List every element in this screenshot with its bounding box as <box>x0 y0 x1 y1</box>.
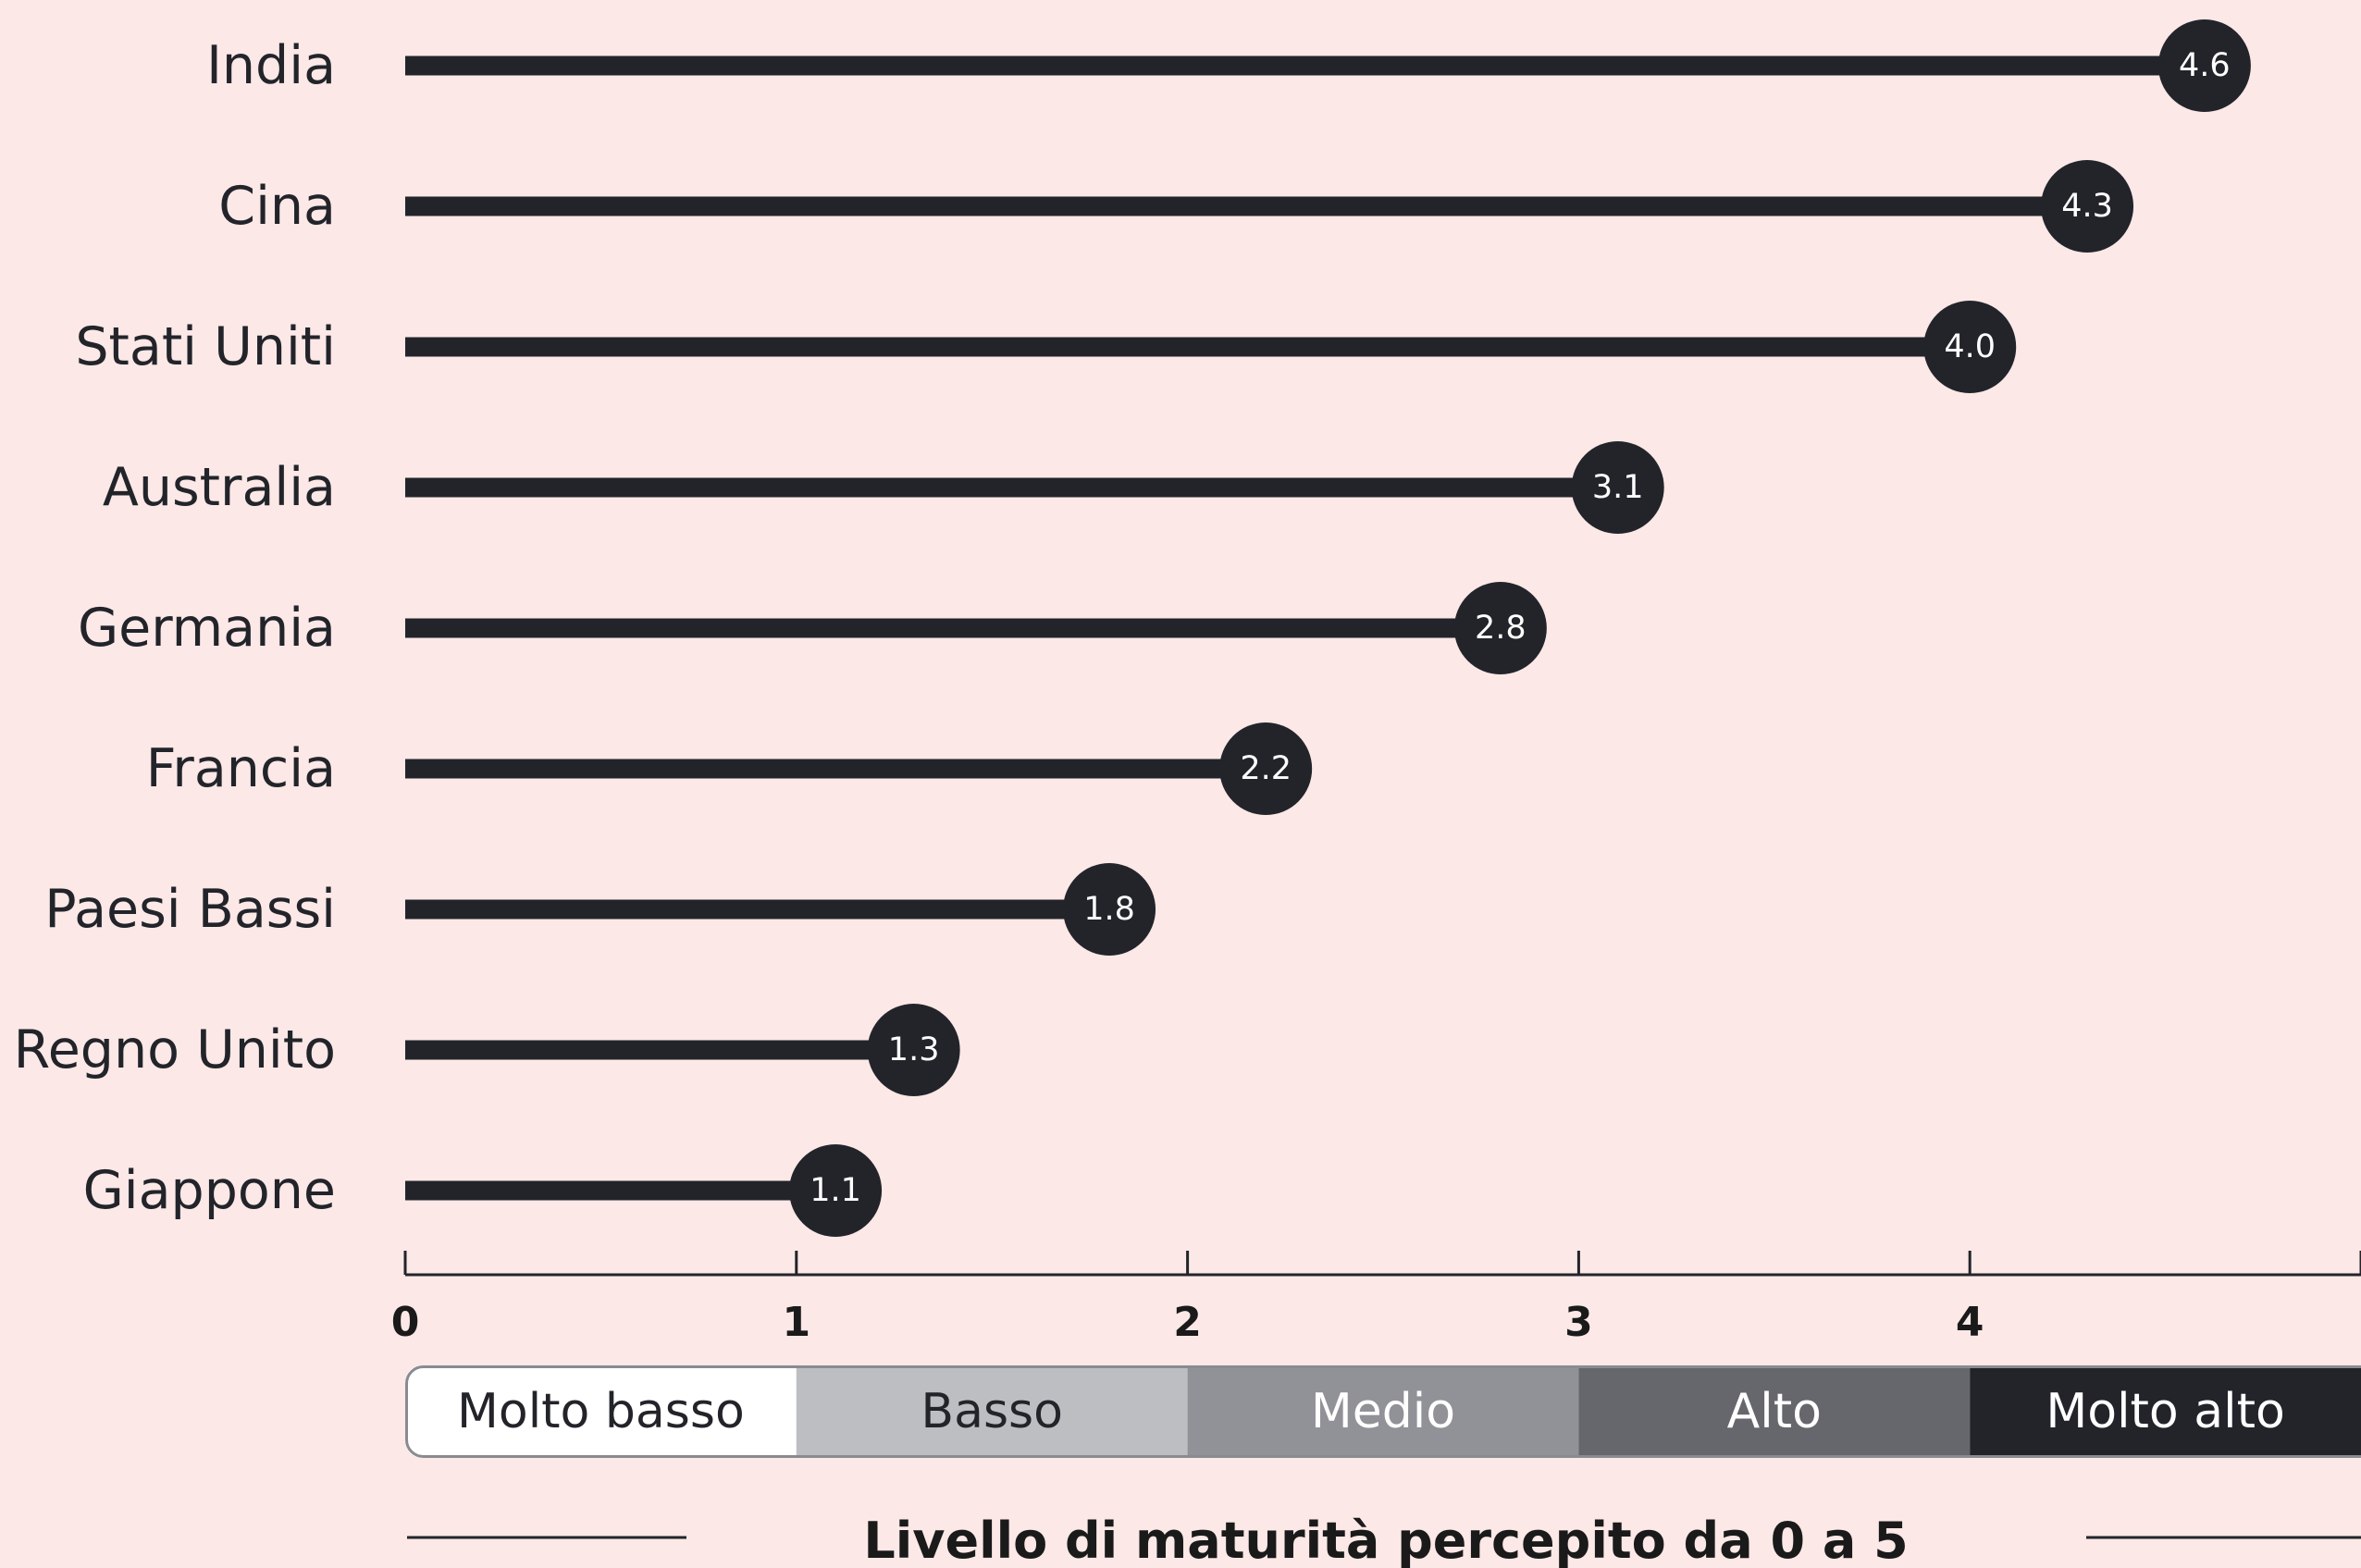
x-tick-label: 1 <box>782 1299 810 1346</box>
category-label: Cina <box>218 176 336 237</box>
lollipop-row: Giappone 1.1 <box>83 1144 883 1237</box>
x-tick-label: 0 <box>391 1299 420 1346</box>
value-label: 4.0 <box>1944 328 1996 365</box>
lollipop-stem <box>405 1180 836 1201</box>
scale-band <box>1578 1365 1971 1458</box>
maturity-scale-legend: Molto basso Basso Medio Alto Molto alto <box>405 1365 2361 1458</box>
lollipop-head <box>2157 19 2251 112</box>
category-label: Stati Uniti <box>75 316 336 377</box>
lollipop-head <box>1219 722 1313 815</box>
lollipop-row: Germania 2.8 <box>78 582 1547 674</box>
value-label: 4.6 <box>2179 47 2231 84</box>
value-label: 1.1 <box>810 1172 861 1209</box>
scale-band <box>1970 1365 2361 1458</box>
category-label: Germania <box>78 598 336 659</box>
lollipop-head <box>1923 301 2017 393</box>
x-axis-title: Livello di maturità percepito da 0 a 5 <box>863 1512 1908 1568</box>
value-label: 4.3 <box>2061 188 2113 225</box>
lollipop-stem <box>405 337 1971 357</box>
category-label: Francia <box>146 738 336 799</box>
scale-band-label: Molto alto <box>2046 1384 2284 1439</box>
category-label: Australia <box>103 457 336 518</box>
lollipop-stem <box>405 1040 914 1060</box>
lollipop-row: India 4.6 <box>206 19 2251 112</box>
x-tick-label: 3 <box>1564 1299 1593 1346</box>
scale-band-label: Molto basso <box>457 1384 745 1439</box>
category-label: India <box>206 35 336 96</box>
lollipop-row: Cina 4.3 <box>218 160 2134 253</box>
lollipop-stem <box>405 759 1267 779</box>
scale-outline <box>405 1365 2361 1458</box>
scale-band-label: Basso <box>921 1384 1063 1439</box>
lollipop-stem <box>405 618 1501 638</box>
chart-marks: India 4.6 Cina 4.3 Stati Uniti 4.0 Australia 3.… <box>14 19 2251 1237</box>
value-label: 3.1 <box>1592 469 1644 506</box>
scale-band-label: Medio <box>1311 1384 1455 1439</box>
value-label: 2.8 <box>1475 610 1527 647</box>
lollipop-head <box>789 1144 883 1237</box>
x-tick-label: 2 <box>1173 1299 1202 1346</box>
lollipop-head <box>867 1004 960 1096</box>
category-label: Paesi Bassi <box>44 879 336 940</box>
lollipop-row: Paesi Bassi 1.8 <box>44 863 1156 956</box>
scale-band <box>796 1365 1188 1458</box>
lollipop-head <box>1571 441 1664 534</box>
category-label: Regno Unito <box>14 1019 336 1080</box>
lollipop-stem <box>405 899 1110 920</box>
value-label: 1.3 <box>888 1031 940 1068</box>
scale-band <box>405 1365 797 1458</box>
scale-band-label: Alto <box>1727 1384 1822 1439</box>
value-label: 1.8 <box>1083 891 1135 928</box>
lollipop-stem <box>405 196 2088 216</box>
x-axis-title-group: Livello di maturità percepito da 0 a 5 <box>407 1512 2361 1568</box>
lollipop-row: Australia 3.1 <box>103 441 1664 534</box>
scale-band <box>1187 1365 1579 1458</box>
lollipop-stem <box>405 56 2205 76</box>
lollipop-row: Regno Unito 1.3 <box>14 1004 960 1096</box>
lollipop-row: Stati Uniti 4.0 <box>75 301 2017 393</box>
value-label: 2.2 <box>1240 750 1292 787</box>
lollipop-head <box>2041 160 2134 253</box>
lollipop-head <box>1063 863 1156 956</box>
x-axis: 012345 <box>391 1251 2361 1346</box>
category-label: Giappone <box>83 1160 336 1221</box>
lollipop-stem <box>405 477 1618 498</box>
lollipop-head <box>1453 582 1547 674</box>
lollipop-row: Francia 2.2 <box>146 722 1313 815</box>
x-tick-label: 4 <box>1956 1299 1984 1346</box>
